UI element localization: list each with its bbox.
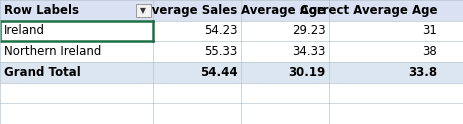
Text: 29.23: 29.23	[292, 25, 325, 37]
Text: 33.8: 33.8	[407, 66, 436, 79]
Text: 54.23: 54.23	[204, 25, 237, 37]
Bar	[0, 41, 463, 62]
Text: ▼: ▼	[140, 6, 146, 15]
Bar	[0, 62, 463, 83]
Text: 55.33: 55.33	[204, 45, 237, 58]
Text: Northern Ireland: Northern Ireland	[4, 45, 101, 58]
Text: Ireland: Ireland	[4, 25, 44, 37]
Text: Correct Average Age: Correct Average Age	[299, 4, 436, 17]
Bar	[0, 21, 463, 41]
Text: Row Labels: Row Labels	[4, 4, 79, 17]
FancyBboxPatch shape	[136, 4, 150, 17]
Bar	[0, 83, 463, 103]
Text: 31: 31	[421, 25, 436, 37]
Bar	[0, 0, 463, 21]
Text: 30.19: 30.19	[288, 66, 325, 79]
Text: Average Sales: Average Sales	[143, 4, 237, 17]
Text: Grand Total: Grand Total	[4, 66, 80, 79]
Text: 54.44: 54.44	[200, 66, 237, 79]
Text: 34.33: 34.33	[292, 45, 325, 58]
Text: 38: 38	[421, 45, 436, 58]
Text: Average Age: Average Age	[241, 4, 325, 17]
Bar	[0, 103, 463, 124]
